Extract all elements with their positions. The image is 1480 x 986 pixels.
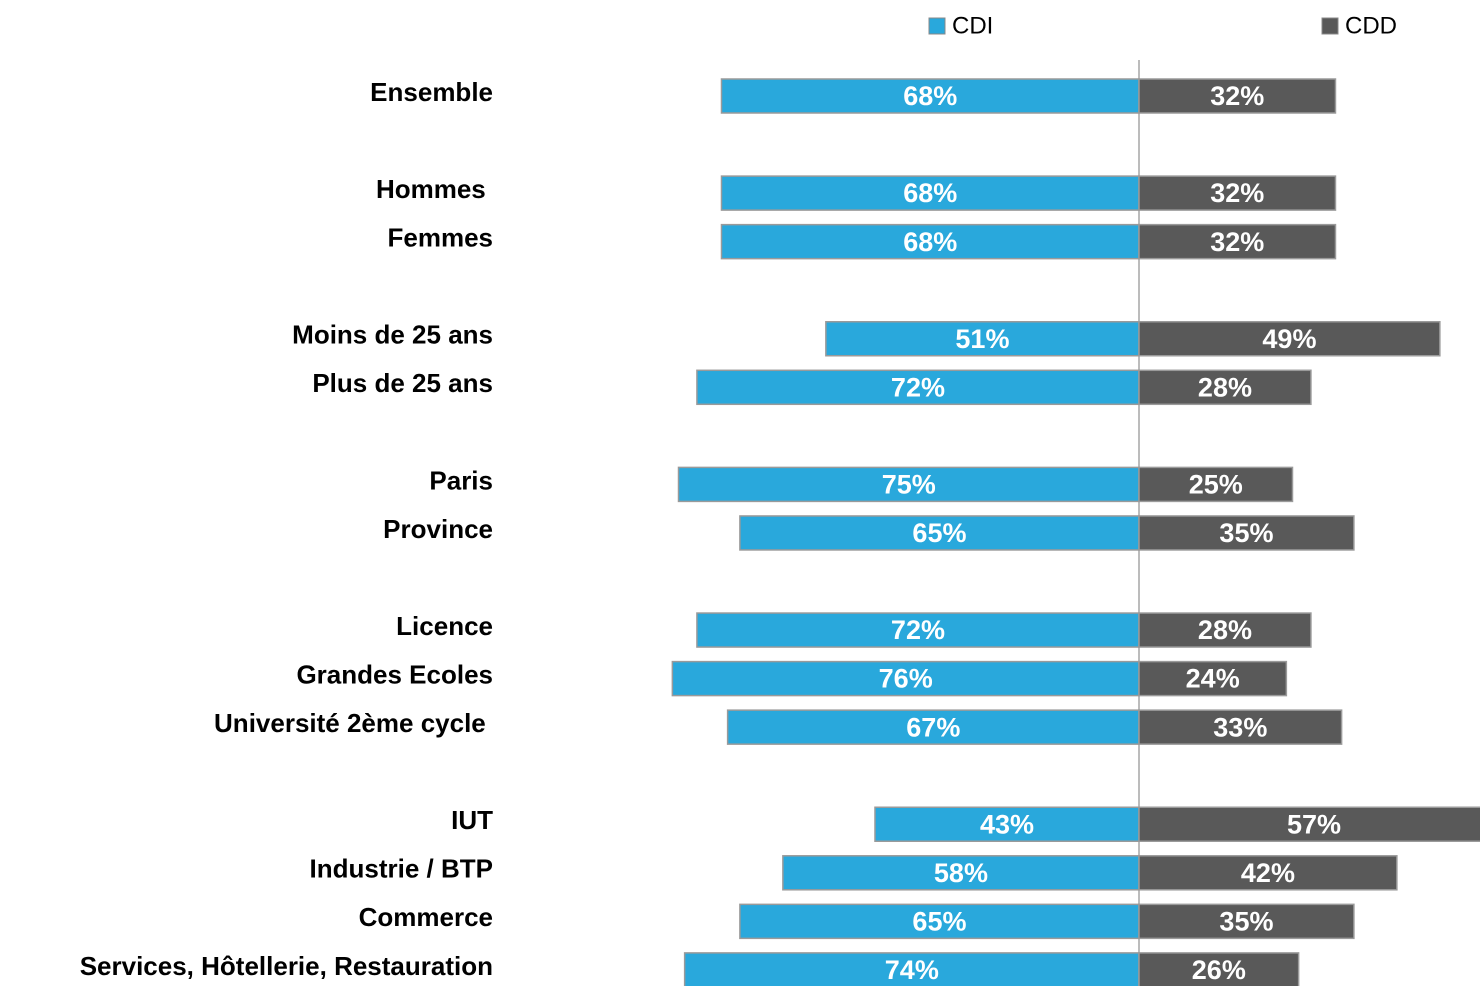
value-label: 58% [934,858,988,888]
value-label: 72% [891,372,945,402]
category-label: Femmes [388,223,494,253]
bar [1138,466,1294,503]
category-label: Ensemble [370,77,493,107]
value-label: 32% [1210,178,1264,208]
bar [1138,78,1337,114]
category-label: Grandes Ecoles [296,659,493,689]
value-label: 33% [1213,712,1267,742]
value-label: 49% [1262,324,1316,354]
value-label: 32% [1210,227,1264,257]
category-label: Licence [396,611,493,641]
bar [1138,369,1312,406]
value-label: 42% [1241,858,1295,888]
value-label: 72% [891,615,945,645]
category-label: Industrie / BTP [310,854,493,884]
bar [1138,903,1355,940]
category-label: Province [383,514,493,544]
category-label: Paris [429,465,493,495]
bar [874,806,1140,842]
category-label: Hommes [376,174,493,204]
category-label: IUT [451,805,493,835]
bar [1138,321,1441,357]
value-label: 43% [980,809,1034,839]
bar [1138,709,1343,745]
bar [677,466,1140,503]
value-label: 68% [903,81,957,111]
bar [739,515,1140,551]
value-label: 51% [955,324,1009,354]
bar [782,855,1140,891]
value-label: 76% [879,664,933,694]
category-label: Université 2ème cycle [214,708,493,738]
value-label: 74% [885,955,939,985]
bar [1138,952,1300,986]
value-label: 75% [882,470,936,500]
bar [1138,175,1337,211]
value-label: 26% [1192,955,1246,985]
value-label: 28% [1198,615,1252,645]
bar [1138,515,1355,551]
bar [726,709,1140,745]
bar [671,660,1140,697]
value-label: 32% [1210,81,1264,111]
legend-swatch [928,17,946,35]
bar [720,175,1140,211]
value-label: 65% [912,906,966,936]
value-label: 24% [1186,664,1240,694]
value-label: 67% [906,712,960,742]
value-label: 28% [1198,372,1252,402]
bar [1138,223,1337,260]
value-label: 65% [912,518,966,548]
category-label: Services, Hôtellerie, Restauration [80,951,493,981]
bar [1138,660,1288,697]
bar [1138,612,1312,648]
category-label: Moins de 25 ans [292,320,493,350]
bar [1138,855,1398,891]
bar [683,952,1140,986]
value-label: 68% [903,178,957,208]
value-label: 35% [1219,906,1273,936]
bar [739,903,1140,940]
category-label: Commerce [359,902,493,932]
legend-swatch [1321,17,1339,35]
value-label: 68% [903,227,957,257]
value-label: 25% [1189,470,1243,500]
bar [696,369,1140,406]
bar [696,612,1140,648]
legend-label: CDD [1345,12,1397,39]
legend-label: CDI [952,12,993,39]
bar [1138,806,1480,842]
value-label: 57% [1287,809,1341,839]
value-label: 35% [1219,518,1273,548]
category-label: Plus de 25 ans [312,368,493,398]
